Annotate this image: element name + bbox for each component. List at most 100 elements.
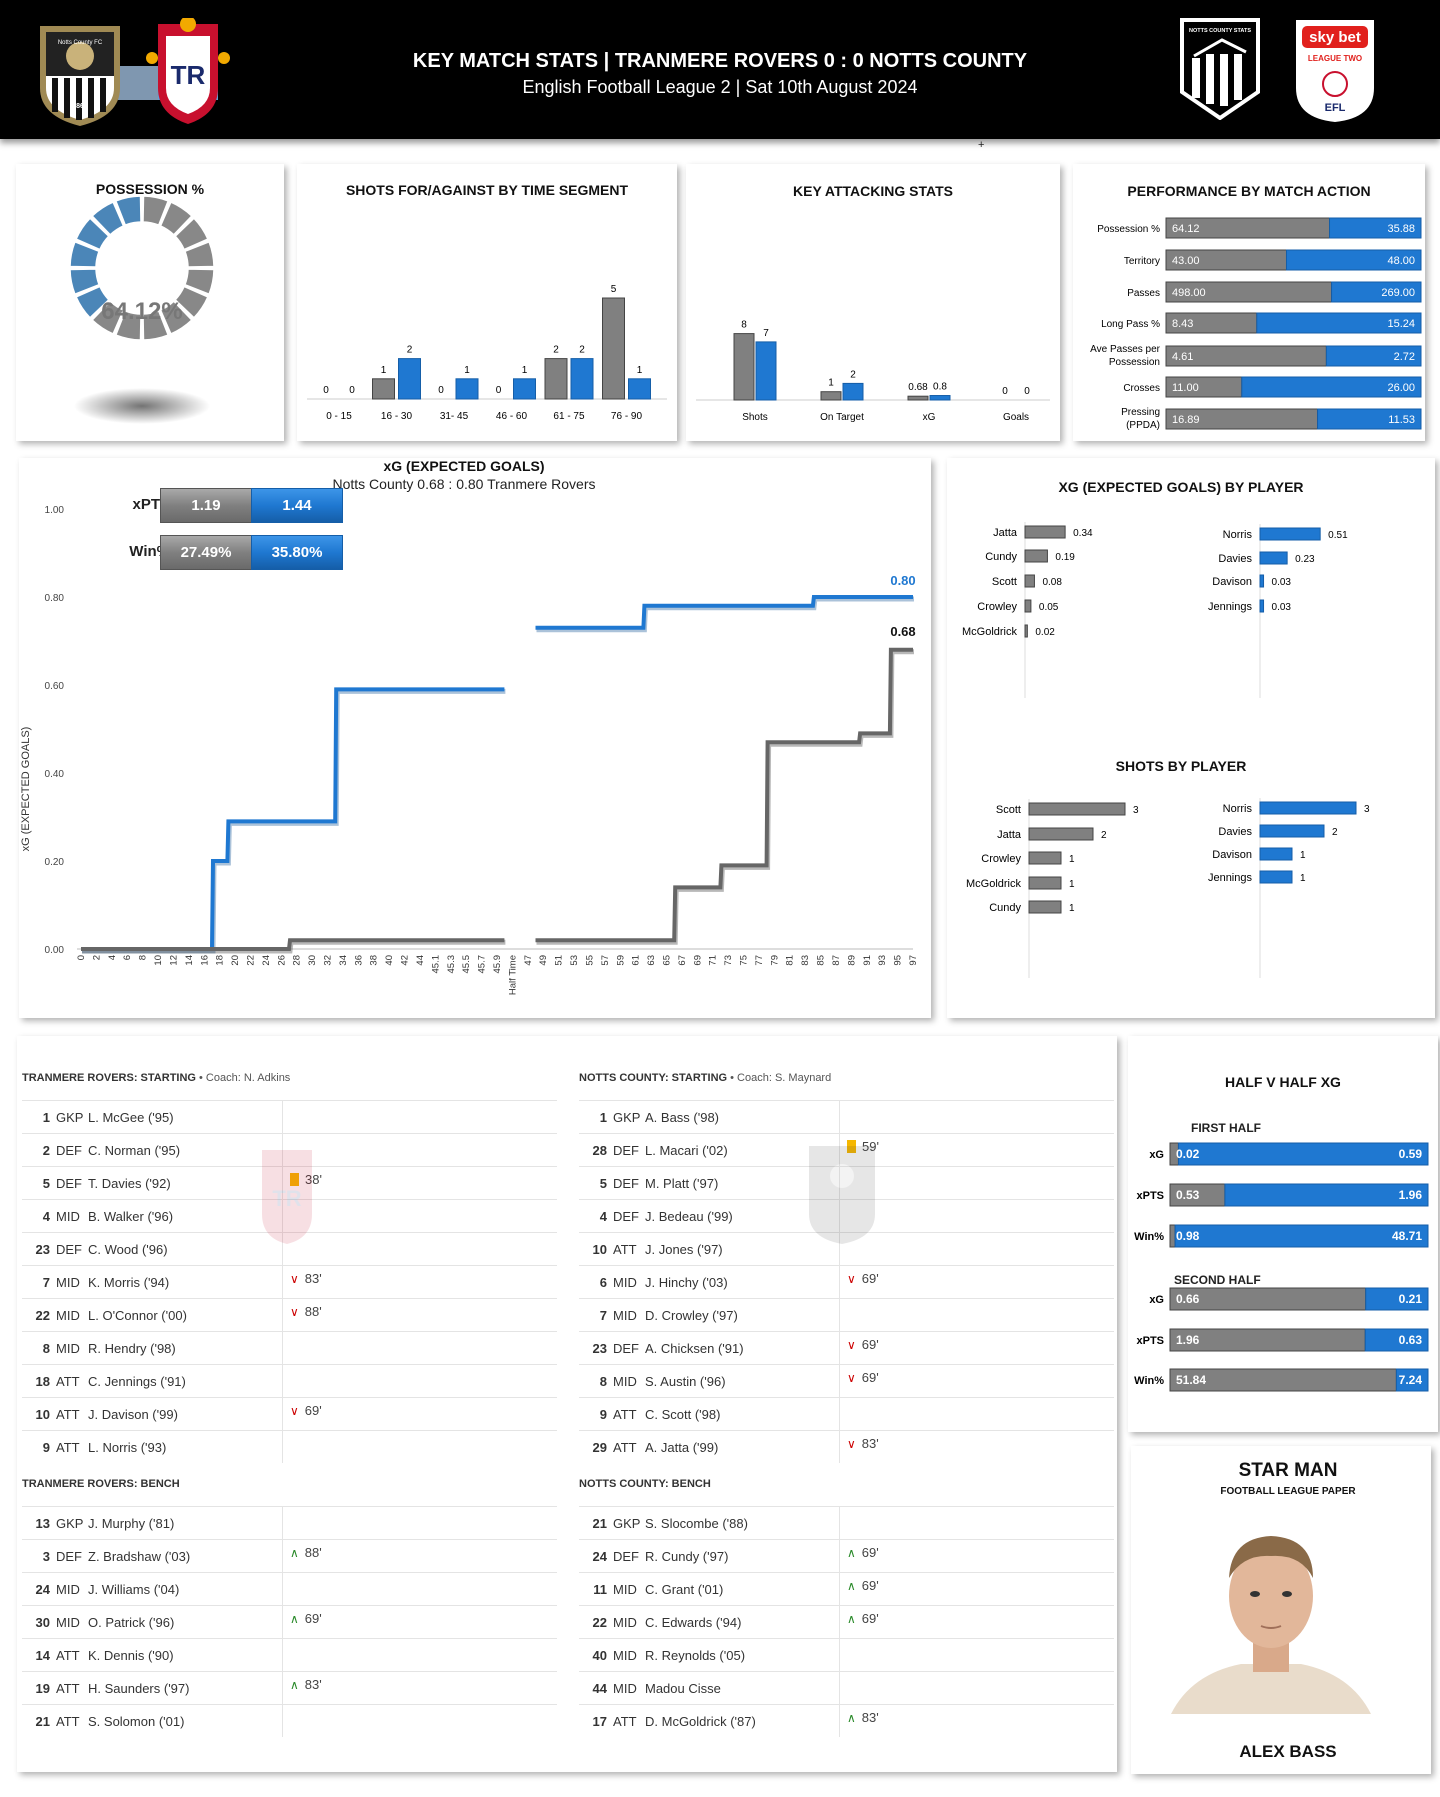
shots-time-value: 1 [522,365,528,376]
player-name: Davies [1218,553,1252,565]
player-name: R. Cundy ('97) [645,1548,729,1564]
player-name: J. Bedeau ('99) [645,1208,733,1224]
player-name: McGoldrick [966,878,1022,890]
shots-time-category: 46 - 60 [496,411,528,422]
xg-xtick: 71 [708,955,719,966]
sub-off-icon: ∨ [847,1370,856,1385]
shots-time-chart: 0 0 0 - 15 1 2 16 - 30 0 1 31- 45 0 1 46 - 60 2 2 61 -… [307,284,667,422]
player-bar-notts [1028,851,1062,865]
player-name: Jennings [1208,601,1253,613]
player-name: Norris [1223,529,1253,541]
performance-card: PERFORMANCE BY MATCH ACTION 64.12 35.88 Po… [1073,164,1425,441]
shots-time-value: 2 [407,345,413,356]
event-minute: 88' [304,1545,322,1560]
possession-segment-tranmere [75,285,110,319]
event-minute: 69' [304,1403,322,1418]
player-name: L. Macari ('02) [645,1142,728,1158]
player-name: Cundy [985,551,1017,563]
player-event: ∧ 69' [290,1611,322,1626]
xg-xtick: 45.3 [446,955,457,974]
yellow-card-icon [290,1173,299,1186]
player-name: A. Bass ('98) [645,1109,720,1125]
player-number: 7 [599,1307,607,1323]
player-number: 44 [592,1680,607,1696]
event-minute: 69' [861,1578,879,1593]
player-bar-charts: Jatta 0.34 Cundy 0.19 Scott 0.08 Crowley 0.05 Mc… [962,522,1370,978]
player-number: 7 [42,1274,50,1290]
perf-value-notts: 8.43 [1172,318,1193,330]
possession-segment-notts [142,309,170,341]
shots-time-value: 1 [637,365,643,376]
player-bar-tranmere [1259,801,1357,815]
perf-value-tranmere: 11.53 [1388,414,1415,426]
event-minute: 69' [861,1337,879,1352]
shots-time-bar [455,378,479,400]
header-bar: Notts County FC 1862 TR KEY MATCH STATS … [0,0,1440,139]
half-row-label: Win% [1134,1375,1164,1387]
shots-time-value: 2 [553,345,559,356]
player-event: ∧ 88' [290,1545,322,1560]
player-value: 1 [1069,879,1075,890]
lineup-row-tranmere: 5 DEF T. Davies ('92) [22,1166,557,1199]
bench-row-notts: 11 MID C. Grant ('01) [579,1572,1114,1605]
player-number: 6 [599,1274,607,1290]
xg-xtick: 93 [877,955,888,966]
xg-line-notts [81,647,913,951]
attacking-bar [820,391,842,401]
xg-xtick: 89 [846,955,857,966]
player-name: K. Morris ('94) [88,1274,170,1290]
xg-end-label: 0.80 [890,573,915,588]
attacking-value: 7 [763,328,769,339]
player-position: MID [613,1373,637,1389]
event-minute: 59' [862,1139,879,1154]
player-bar-tranmere [1259,870,1293,884]
possession-segment-tranmere [114,195,142,227]
bench-row-notts: 44 MID Madou Cisse [579,1671,1114,1704]
player-value: 0.02 [1035,627,1055,638]
xg-xtick: 34 [338,955,349,966]
tranmere-monogram-icon: TR [171,60,206,90]
player-number: 23 [592,1340,607,1356]
player-number: 23 [35,1241,50,1257]
half-value-tranmere: 48.71 [1392,1229,1422,1243]
sub-on-icon: ∧ [847,1578,856,1593]
lineup-column-divider [282,1100,283,1463]
xg-xtick: 22 [245,955,256,966]
lineup-row-notts: 4 DEF J. Bedeau ('99) [579,1199,1114,1232]
player-position: ATT [56,1647,80,1663]
half-bar-tranmere [1364,1328,1429,1352]
sub-on-icon: ∧ [847,1545,856,1560]
xg-xtick: 65 [661,955,672,966]
player-bar-tranmere [1259,574,1265,588]
win-tranmere: 35.80% [251,535,343,570]
player-value: 0.05 [1039,602,1059,613]
player-position: MID [613,1614,637,1630]
player-number: 5 [599,1175,607,1191]
player-event: ∨ 69' [290,1403,322,1418]
xg-xtick: 42 [400,955,411,966]
xg-xtick: 57 [600,955,611,966]
player-number: 17 [592,1713,607,1729]
shots-time-bar [602,297,625,400]
xg-xtick: 75 [739,955,750,966]
perf-bar-tranmere [1325,345,1422,367]
bench-row-tranmere: 14 ATT K. Dennis ('90) [22,1638,557,1671]
player-event: ∧ 83' [847,1710,879,1725]
player-number: 24 [592,1548,607,1564]
attacking-category: xG [923,412,936,423]
player-position: MID [613,1581,637,1597]
perf-value-tranmere: 35.88 [1387,223,1415,235]
player-event: ∧ 69' [847,1545,879,1560]
player-event: 59' [847,1139,879,1154]
player-number: 1 [599,1109,607,1125]
bench-row-tranmere: 3 DEF Z. Bradshaw ('03) [22,1539,557,1572]
half-value-tranmere: 7.24 [1399,1373,1423,1387]
xg-xtick: 97 [908,955,919,966]
player-position: ATT [56,1406,80,1422]
xg-xtick: 20 [230,955,241,966]
xg-ytick: 0.20 [45,857,65,868]
player-name: R. Hendry ('98) [88,1340,176,1356]
shots-time-value: 2 [579,345,585,356]
perf-bar-tranmere [1331,281,1422,303]
player-name: J. Williams ('04) [88,1581,180,1597]
